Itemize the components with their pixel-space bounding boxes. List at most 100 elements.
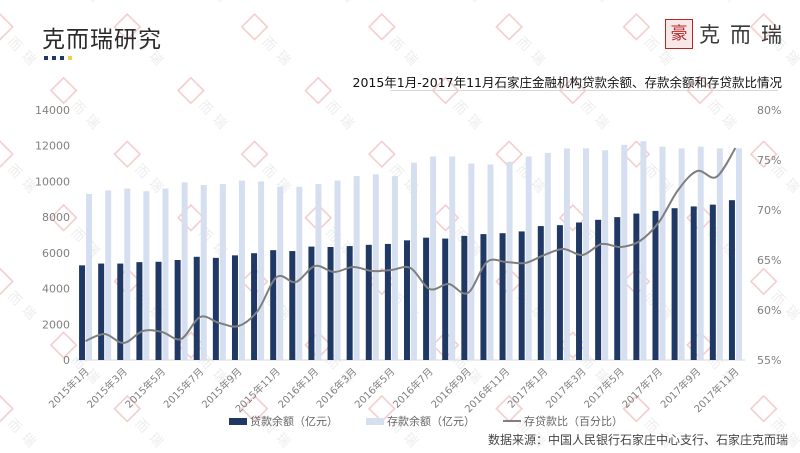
deposit-bar xyxy=(86,193,93,360)
x-axis-tick-label: 2015年1月 xyxy=(46,365,92,411)
loan-bar xyxy=(404,240,410,360)
deposit-bar xyxy=(621,144,628,360)
x-axis-tick-label: 2017年3月 xyxy=(543,365,589,411)
deposit-bar xyxy=(735,148,742,360)
y-axis-tick-label: 2000 xyxy=(42,318,70,331)
deposit-bar xyxy=(678,148,685,360)
y-axis-tick-label: 0 xyxy=(63,354,70,367)
deposit-bar xyxy=(315,184,322,360)
legend-swatch-deposit xyxy=(366,417,384,425)
deposit-bar xyxy=(716,148,723,360)
deposit-bar xyxy=(181,182,188,360)
loan-bar xyxy=(728,200,735,360)
deposit-bar xyxy=(411,162,417,360)
loan-bar xyxy=(576,222,583,360)
x-axis-tick-label: 2016年7月 xyxy=(390,365,436,411)
loan-bar xyxy=(614,217,621,360)
legend-swatch-ratio xyxy=(503,420,521,422)
loan-bar xyxy=(136,262,143,360)
ratio-line xyxy=(85,147,737,344)
loan-bar xyxy=(308,246,315,360)
y-axis-tick-label: 6000 xyxy=(42,247,70,260)
loan-bar xyxy=(461,235,468,360)
loan-bar xyxy=(193,256,200,360)
deposit-bar xyxy=(124,188,131,360)
y2-axis-tick-label: 55% xyxy=(757,354,781,367)
title-divider xyxy=(390,90,778,91)
deposit-bar xyxy=(449,156,456,360)
deposit-bar xyxy=(219,184,226,360)
loan-bar xyxy=(79,265,86,360)
legend-item-deposit[interactable]: 存款余额（亿元） xyxy=(366,413,475,429)
data-source-note: 数据来源：中国人民银行石家庄中心支行、石家庄克而瑞 xyxy=(487,433,788,447)
loan-bar xyxy=(270,250,277,360)
deposit-bar xyxy=(143,191,150,360)
y2-axis-tick-label: 60% xyxy=(757,304,781,317)
deposit-bar xyxy=(238,180,245,360)
y2-axis-tick-label: 80% xyxy=(757,104,781,117)
x-axis-tick-label: 2016年5月 xyxy=(352,365,398,411)
loan-bar xyxy=(709,204,716,360)
brand-title: 克而瑞研究 xyxy=(42,27,162,53)
deposit-bar xyxy=(697,146,704,360)
loan-bar xyxy=(212,257,219,360)
deposit-bar xyxy=(162,188,169,360)
deposit-bar xyxy=(487,164,494,360)
x-axis-tick-label: 2015年7月 xyxy=(161,365,207,411)
x-axis-tick-label: 2017年7月 xyxy=(619,365,665,411)
chart-legend: 贷款余额（亿元） 存款余额（亿元） 存贷款比（百分比） xyxy=(229,413,623,429)
loan-bar xyxy=(499,233,506,360)
legend-item-loan[interactable]: 贷款余额（亿元） xyxy=(229,413,338,429)
loan-bar xyxy=(346,246,353,360)
loan-bar xyxy=(289,251,296,360)
y-axis-tick-label: 10000 xyxy=(35,175,70,188)
deposit-bar xyxy=(105,190,112,360)
x-axis-tick-label: 2015年5月 xyxy=(122,365,168,411)
y-axis-tick-label: 14000 xyxy=(35,104,70,117)
deposit-bar xyxy=(659,146,666,360)
loan-bar xyxy=(556,225,563,360)
deposit-bar xyxy=(430,156,437,360)
deposit-bar xyxy=(372,174,379,360)
loan-bar xyxy=(327,246,334,360)
y-axis-tick-label: 4000 xyxy=(42,283,70,296)
chart-title: 2015年1月-2017年11月石家庄金融机构贷款余额、存款余额和存贷款比情况 xyxy=(352,75,783,90)
loan-bar xyxy=(633,213,640,360)
loan-bar xyxy=(155,261,162,360)
y2-axis-tick-label: 65% xyxy=(757,254,781,267)
deposit-bar xyxy=(258,181,265,360)
y2-axis-tick-label: 70% xyxy=(757,204,781,217)
loan-bar xyxy=(537,226,544,360)
deposit-bar xyxy=(563,148,570,360)
deposit-bar xyxy=(544,152,551,360)
dot-icon xyxy=(44,56,48,60)
deposit-bar xyxy=(525,156,532,360)
loan-bar xyxy=(117,263,124,360)
deposit-bar xyxy=(296,186,303,360)
loan-bar xyxy=(231,255,238,360)
company-logo: 豪 克而瑞 xyxy=(665,19,792,49)
loan-bar xyxy=(518,231,525,360)
loan-bar xyxy=(174,260,181,360)
legend-item-ratio[interactable]: 存贷款比（百分比） xyxy=(503,413,623,429)
logo-text: 克而瑞 xyxy=(699,23,792,47)
loan-bar xyxy=(690,206,697,360)
loan-bar xyxy=(671,208,678,360)
dot-icon xyxy=(68,56,72,60)
x-axis-tick-label: 2016年3月 xyxy=(313,365,359,411)
deposit-bar xyxy=(506,161,513,360)
x-axis-tick-label: 2016年1月 xyxy=(275,365,321,411)
x-axis-tick-label: 2017年5月 xyxy=(581,365,627,411)
deposit-bar xyxy=(640,141,647,360)
loan-bar xyxy=(98,263,105,360)
legend-swatch-loan xyxy=(229,417,247,425)
loan-bar xyxy=(384,243,391,360)
x-axis-tick-label: 2015年3月 xyxy=(84,365,130,411)
deposit-bar xyxy=(602,150,609,360)
dot-icon xyxy=(52,56,56,60)
x-axis-tick-label: 2017年1月 xyxy=(505,365,551,411)
legend-label-deposit: 存款余额（亿元） xyxy=(387,415,475,428)
legend-label-ratio: 存贷款比（百分比） xyxy=(524,415,623,428)
deposit-bar xyxy=(200,185,207,360)
